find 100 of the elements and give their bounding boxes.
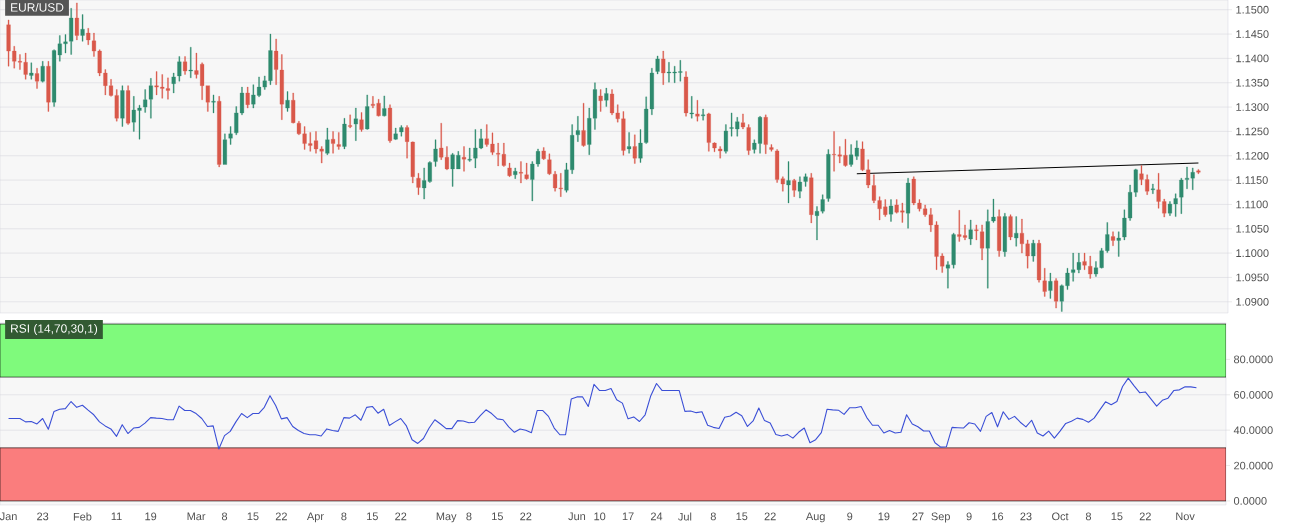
x-tick-label: Apr	[306, 512, 324, 523]
candlestick	[604, 87, 609, 107]
candlestick	[461, 146, 467, 172]
candlestick	[507, 162, 512, 177]
candlestick	[331, 131, 336, 154]
x-tick-label: 15	[492, 512, 503, 521]
candlestick	[188, 47, 193, 79]
candlestick	[723, 124, 728, 154]
candlestick	[792, 178, 797, 197]
candlestick	[359, 112, 364, 132]
x-tick-label: 8	[341, 512, 347, 521]
x-tick-label: 24	[650, 512, 663, 521]
y-tick-label: 1.1500	[1236, 5, 1269, 14]
x-tick-label: 22	[764, 512, 776, 521]
x-tick-label: Jul	[678, 512, 692, 521]
candlestick	[980, 224, 985, 261]
candlestick	[29, 62, 34, 80]
y-tick-label: 40.0000	[1233, 426, 1273, 435]
candlestick	[74, 2, 79, 41]
x-tick-label: 8	[710, 512, 716, 521]
x-tick-label: Oct	[1052, 512, 1069, 521]
x-tick-label: 9	[966, 512, 972, 521]
candlestick	[689, 96, 694, 119]
y-tick-label: 1.1350	[1236, 78, 1269, 87]
candlestick	[353, 107, 358, 141]
x-tick-label: 15	[247, 512, 259, 521]
x-tick-label: Nov	[1176, 512, 1195, 521]
y-tick-label: 1.0950	[1236, 273, 1269, 282]
x-tick-label: Jun	[568, 512, 586, 521]
x-tick-label: 15	[367, 512, 378, 521]
y-tick-label: 1.1200	[1236, 151, 1269, 160]
candlestick	[888, 199, 894, 222]
x-tick-label: Feb	[73, 512, 92, 521]
candlestick	[365, 94, 370, 130]
candlestick	[393, 127, 398, 140]
candlestick	[906, 177, 911, 229]
candlestick	[575, 116, 580, 142]
x-tick-label: Aug	[805, 512, 825, 523]
x-tick-label: 15	[736, 512, 748, 521]
candlestick	[518, 161, 523, 184]
candlestick	[655, 55, 660, 75]
candlestick	[342, 118, 347, 150]
candlestick	[763, 114, 768, 154]
y-tick-label: 1.1150	[1236, 176, 1268, 184]
candlestick	[1048, 272, 1053, 299]
y-tick-label: 80.0000	[1234, 355, 1273, 364]
x-tick-label: Jan	[0, 512, 17, 521]
candlestick	[524, 162, 529, 180]
chart-title: EUR/USD	[11, 2, 64, 12]
candlestick	[684, 71, 689, 117]
candlestick	[217, 96, 222, 168]
x-tick-label: 27	[912, 512, 924, 521]
candlestick	[222, 133, 227, 165]
candlestick	[1014, 216, 1019, 247]
x-tick-label: 10	[594, 512, 606, 521]
candlestick	[661, 50, 666, 85]
x-tick-label: 23	[1020, 512, 1032, 521]
candlestick	[826, 149, 831, 202]
candlestick	[120, 85, 125, 127]
candlestick	[997, 209, 1002, 257]
candlestick	[695, 100, 700, 122]
y-tick-label: 60.0000	[1234, 390, 1273, 399]
x-tick-label: 15	[1111, 512, 1123, 521]
candlestick	[968, 219, 973, 245]
candlestick	[416, 173, 421, 195]
candlestick	[598, 89, 603, 112]
candlestick	[627, 132, 632, 154]
candlestick	[40, 61, 45, 83]
candlestick	[581, 103, 586, 147]
candlestick	[211, 94, 216, 114]
candlestick	[541, 147, 546, 160]
y-tick-label: 1.0900	[1236, 297, 1269, 306]
x-tick-label: 9	[847, 512, 853, 521]
candlestick	[46, 61, 51, 112]
candlestick	[1002, 213, 1007, 257]
candlestick	[1110, 231, 1116, 246]
candlestick	[433, 139, 438, 167]
x-tick-label: 8	[1085, 512, 1092, 521]
candlestick	[701, 108, 706, 121]
candlestick	[1150, 183, 1155, 194]
candlestick	[399, 125, 404, 137]
y-tick-label: 1.1250	[1236, 127, 1269, 136]
x-tick-label: 19	[145, 512, 157, 521]
candlestick	[1196, 169, 1201, 174]
y-tick-label: 20.0000	[1234, 461, 1273, 470]
candlestick	[467, 147, 472, 162]
x-tick-label: Sep	[931, 512, 950, 523]
candlestick	[336, 132, 341, 150]
x-tick-label: 22	[520, 512, 532, 521]
candlestick	[126, 85, 131, 125]
candlestick	[1088, 255, 1093, 279]
candlestick	[632, 134, 637, 164]
x-tick-label: 19	[878, 512, 890, 521]
x-tick-label: Mar	[187, 512, 206, 521]
candlestick	[325, 127, 330, 155]
y-tick-label: 1.1000	[1236, 249, 1269, 257]
y-tick-label: 0.0000	[1233, 497, 1267, 505]
y-tick-label: 1.1400	[1236, 54, 1269, 63]
y-tick-label: 1.1450	[1236, 30, 1269, 38]
candlestick	[786, 161, 791, 204]
